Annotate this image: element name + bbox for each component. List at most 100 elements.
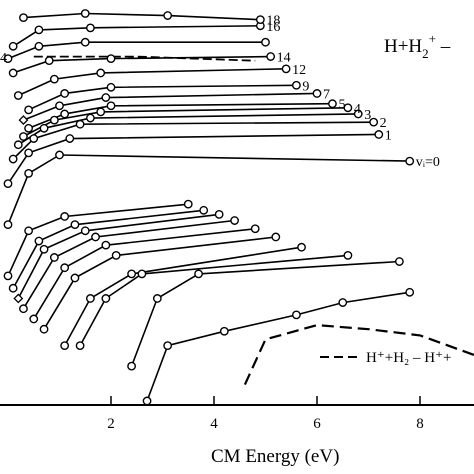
- data-point: [24, 123, 33, 133]
- series-lines: [7, 12, 474, 402]
- data-point: [8, 68, 18, 78]
- curve-label: vᵢ=0: [416, 155, 440, 170]
- series-line-15: [28, 102, 333, 130]
- series-line-20: [7, 41, 266, 60]
- series-line-6: [22, 219, 235, 310]
- series-line-12: [12, 121, 374, 160]
- series-line-5: [33, 228, 256, 320]
- data-point: [39, 244, 49, 254]
- data-point: [3, 271, 13, 281]
- curve-label: 3: [364, 108, 371, 123]
- data-point: [70, 273, 80, 283]
- data-point: [60, 212, 70, 221]
- data-point: [19, 304, 28, 314]
- data-point: [86, 294, 95, 303]
- data-point: [261, 37, 270, 47]
- x-tick-label-2: 2: [107, 416, 115, 432]
- data-point: [75, 341, 85, 350]
- reaction-prefix: H+H: [384, 36, 422, 57]
- x-tick-label-4: 4: [210, 416, 218, 432]
- data-point: [152, 294, 162, 303]
- data-point: [127, 361, 137, 371]
- data-point: [142, 396, 152, 406]
- data-point: [96, 68, 106, 78]
- series-line-18: [17, 68, 287, 97]
- data-point: [312, 89, 322, 98]
- data-point: [106, 54, 116, 63]
- legend-entry-text: H⁺+H₂ – H⁺+: [366, 350, 451, 366]
- data-point: [49, 74, 59, 84]
- series-line-11: [7, 133, 379, 185]
- data-point: [3, 54, 13, 63]
- data-point: [49, 253, 59, 262]
- data-point: [106, 101, 116, 111]
- data-point: [394, 257, 404, 266]
- data-point: [60, 263, 70, 273]
- data-point: [60, 89, 70, 98]
- series-line-4: [43, 236, 276, 330]
- data-point: [343, 250, 353, 260]
- data-point: [137, 269, 147, 279]
- data-point: [65, 134, 75, 143]
- data-point: [39, 324, 49, 334]
- data-point: [80, 226, 90, 236]
- data-point: [86, 23, 95, 33]
- data-point: [250, 224, 260, 234]
- curve-label: 16: [266, 20, 280, 35]
- curve-label: 1: [385, 128, 392, 143]
- data-point: [230, 216, 240, 225]
- series-line-1: [130, 260, 400, 367]
- x-tick-label-8: 8: [416, 416, 424, 432]
- data-point: [353, 109, 363, 119]
- data-point: [266, 52, 276, 61]
- data-point: [29, 314, 39, 324]
- data-point: [328, 99, 337, 109]
- data-point: [405, 287, 415, 297]
- data-point: [24, 148, 33, 158]
- data-point: [297, 242, 306, 252]
- series-line-3: [63, 246, 302, 346]
- data-point: [291, 310, 301, 320]
- data-point: [8, 283, 18, 293]
- data-point: [106, 82, 116, 92]
- data-point: [55, 101, 64, 111]
- data-point: [80, 37, 90, 47]
- curve-label: 18: [266, 14, 280, 29]
- data-point: [163, 341, 173, 350]
- series-line-17: [28, 84, 297, 111]
- data-point: [34, 236, 44, 246]
- data-point: [24, 105, 33, 115]
- data-point: [3, 179, 13, 189]
- data-point: [8, 41, 18, 51]
- data-point: [163, 11, 173, 20]
- series-line-0: [146, 291, 410, 402]
- data-point: [101, 294, 111, 303]
- data-point: [101, 240, 111, 250]
- data-point: [3, 220, 13, 230]
- series-line-2: [79, 254, 348, 346]
- data-point: [75, 119, 85, 129]
- data-point: [96, 107, 106, 117]
- series-line-22: [23, 12, 261, 21]
- edge-curve-label: 4: [0, 51, 7, 66]
- reaction-suffix: –: [436, 36, 451, 57]
- curve-label: 7: [323, 87, 330, 102]
- curve-label: 4: [354, 102, 361, 117]
- data-point: [405, 156, 415, 166]
- curve-label: 14: [277, 51, 291, 66]
- reaction-superscript: +: [429, 31, 436, 46]
- data-point: [194, 269, 203, 279]
- reaction-subscript: 2: [422, 46, 429, 61]
- series-line-19: [12, 55, 271, 74]
- series-line-7: [17, 213, 220, 299]
- x-ticks: 2 4 6 8: [107, 396, 424, 432]
- data-point: [34, 41, 44, 51]
- series-line-10: [7, 154, 410, 225]
- data-point: [369, 117, 379, 127]
- data-point: [199, 205, 209, 215]
- series-line-14: [23, 107, 348, 138]
- series-line-9: [7, 203, 189, 277]
- data-point: [127, 269, 137, 279]
